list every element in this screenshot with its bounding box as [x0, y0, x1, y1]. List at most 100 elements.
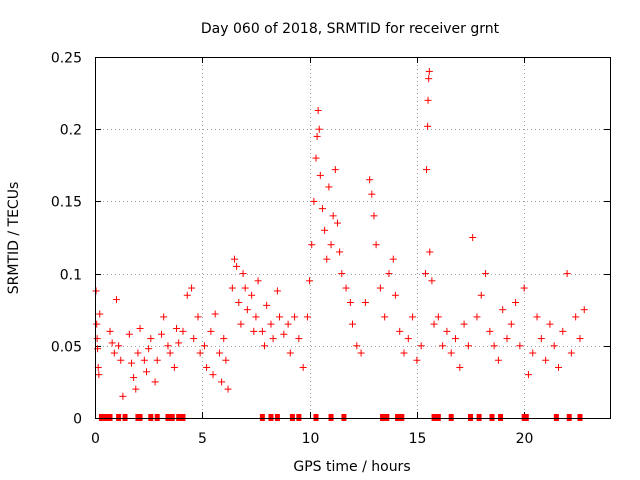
zero-marker [448, 414, 454, 421]
y-axis-label: SRMTID / TECUs [6, 182, 22, 295]
data-point [423, 166, 431, 174]
data-point [267, 320, 275, 328]
zero-marker [328, 414, 334, 421]
data-point [310, 197, 318, 205]
data-point [92, 287, 100, 295]
data-point [349, 320, 356, 328]
zero-marker [169, 414, 175, 421]
zero-marker [296, 414, 302, 421]
y-tick-label: 0 [73, 412, 82, 428]
zero-marker [116, 414, 122, 421]
zero-marker [384, 414, 390, 421]
x-tick-label: 15 [409, 431, 427, 447]
data-point [263, 301, 271, 309]
data-point [567, 349, 575, 357]
data-point [361, 298, 369, 306]
zero-marker [399, 414, 405, 421]
data-point [338, 270, 346, 278]
data-marks [92, 67, 588, 400]
zero-marker [341, 414, 347, 421]
data-point [228, 284, 236, 292]
data-point [200, 342, 208, 350]
data-point [314, 106, 322, 114]
data-point [108, 339, 116, 347]
data-point [203, 363, 211, 371]
data-point [559, 327, 567, 335]
data-point [132, 385, 140, 393]
data-point [209, 371, 217, 379]
data-point [366, 176, 374, 184]
data-point [464, 342, 472, 350]
zero-marker [435, 414, 441, 421]
data-point [460, 320, 468, 328]
data-point [230, 255, 238, 263]
data-point [447, 349, 455, 357]
data-point [112, 296, 120, 304]
data-point [421, 270, 429, 278]
data-point [318, 205, 326, 213]
data-point [239, 270, 247, 278]
data-point [400, 349, 408, 357]
data-point [346, 298, 354, 306]
data-point [241, 284, 249, 292]
data-point [516, 342, 524, 350]
x-tick-label: 5 [198, 431, 207, 447]
data-point [175, 339, 183, 347]
data-point [295, 335, 303, 343]
data-point [409, 313, 417, 321]
zero-marker [313, 414, 319, 421]
tick-layer: 0 5 10 15 20 0 0.05 0.1 0.15 0.2 0.25 [51, 51, 610, 447]
data-point [550, 342, 558, 350]
plot-frame [95, 57, 611, 419]
zero-marker [476, 414, 482, 421]
data-point [381, 313, 389, 321]
data-point [160, 313, 168, 321]
data-point [425, 75, 433, 83]
data-point [456, 363, 464, 371]
data-point [196, 349, 204, 357]
data-point [106, 327, 114, 335]
data-point [194, 313, 202, 321]
data-point [110, 349, 118, 357]
data-point [95, 371, 103, 379]
data-point [376, 284, 384, 292]
zero-value-markers [98, 414, 583, 421]
data-point [546, 320, 554, 328]
zero-marker [268, 414, 274, 421]
data-point [96, 310, 104, 318]
grid-layer [95, 57, 610, 418]
data-point [130, 374, 138, 382]
data-point [533, 313, 541, 321]
data-point [428, 277, 436, 285]
data-point [342, 284, 350, 292]
data-point [469, 234, 477, 241]
data-point [93, 320, 101, 328]
y-tick-label: 0.25 [51, 51, 82, 67]
chart-title: Day 060 of 2018, SRMTID for receiver grn… [201, 21, 500, 37]
x-tick-label: 10 [302, 431, 320, 447]
data-point [490, 342, 498, 350]
data-point [425, 67, 433, 75]
data-point [261, 342, 269, 350]
data-point [368, 190, 376, 198]
y-tick-label: 0.1 [60, 268, 82, 284]
data-point [370, 212, 378, 220]
zero-marker [176, 414, 182, 421]
data-point [396, 327, 404, 335]
data-point [327, 241, 335, 249]
zero-marker [553, 414, 559, 421]
zero-marker [577, 414, 583, 421]
data-point [499, 306, 507, 314]
data-point [357, 349, 365, 357]
data-point [329, 212, 337, 220]
data-point [430, 320, 438, 328]
data-point [117, 356, 125, 364]
data-point [158, 330, 166, 338]
data-point [313, 132, 321, 140]
data-point [170, 363, 178, 371]
data-point [321, 226, 329, 234]
data-point [353, 342, 361, 350]
data-point [119, 392, 127, 400]
data-point [389, 255, 397, 263]
